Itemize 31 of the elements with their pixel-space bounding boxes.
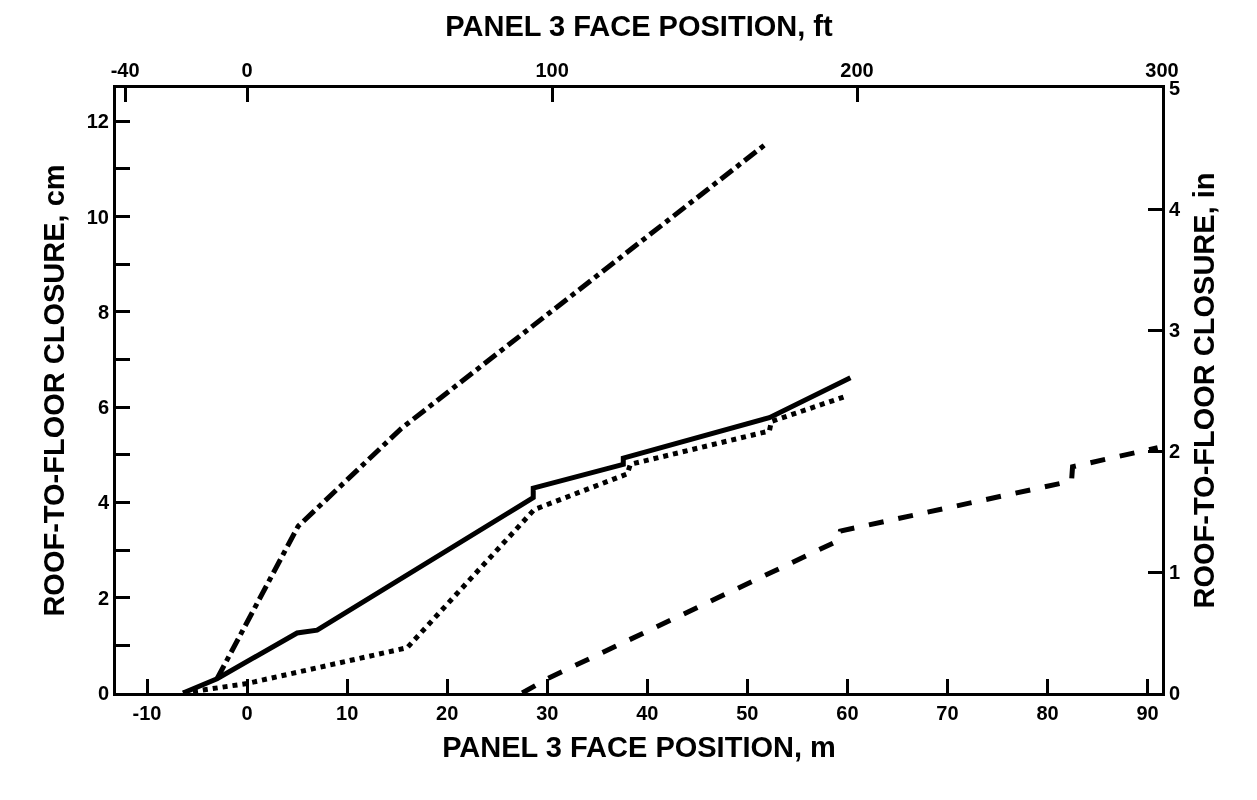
y2-tick-label: 3 — [1169, 319, 1181, 341]
x2-tick-label: -40 — [110, 59, 140, 81]
x-tick-label: 80 — [1036, 702, 1059, 724]
x-tick-label: 10 — [336, 702, 359, 724]
x-tick-label: 50 — [736, 702, 759, 724]
y2-axis-title: ROOF-TO-FLOOR CLOSURE, in — [1187, 172, 1220, 609]
x-tick-label: 40 — [636, 702, 659, 724]
x-tick-label: 30 — [536, 702, 559, 724]
x-tick-label: 0 — [241, 702, 253, 724]
y-tick-label: 6 — [97, 396, 109, 419]
x-tick-label: -10 — [132, 702, 162, 724]
y2-tick-label: 2 — [1169, 440, 1181, 462]
y-tick-label: 4 — [97, 491, 110, 514]
y2-tick-label: 0 — [1169, 682, 1181, 704]
y-tick-label: 10 — [86, 205, 109, 228]
x-tick-label: 60 — [836, 702, 859, 724]
y-tick-label: 2 — [97, 586, 109, 609]
x-tick-label: 20 — [436, 702, 459, 724]
y-tick-label: 8 — [97, 300, 109, 323]
x-tick-label: 90 — [1136, 702, 1159, 724]
y-tick-label: 0 — [97, 682, 109, 704]
x2-tick-label: 100 — [535, 59, 569, 81]
y-tick-label: 12 — [86, 110, 109, 133]
y2-tick-label: 1 — [1169, 561, 1181, 583]
x2-tick-label: 200 — [840, 59, 874, 81]
y-axis-title: ROOF-TO-FLOOR CLOSURE, cm — [38, 164, 71, 617]
x-axis-title: PANEL 3 FACE POSITION, m — [442, 730, 836, 763]
x2-tick-label: 0 — [241, 59, 253, 81]
x-tick-label: 70 — [936, 702, 959, 724]
x2-axis-title: PANEL 3 FACE POSITION, ft — [445, 10, 833, 43]
y2-tick-label: 4 — [1169, 198, 1181, 220]
